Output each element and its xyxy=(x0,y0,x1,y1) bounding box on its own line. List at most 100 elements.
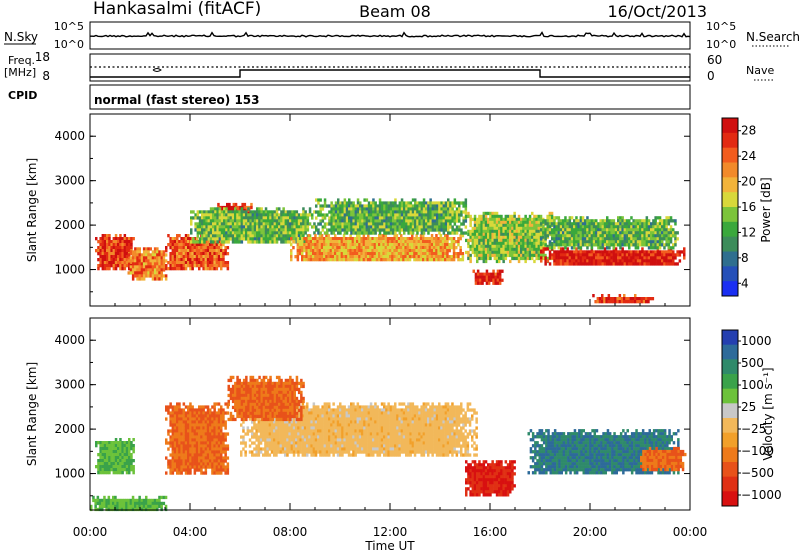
data-cell xyxy=(493,223,497,228)
data-cell xyxy=(187,243,190,247)
data-cell xyxy=(184,240,188,244)
data-cell xyxy=(476,278,480,282)
data-cell xyxy=(592,228,596,232)
data-cell xyxy=(198,249,201,253)
data-cell xyxy=(325,243,328,247)
data-cell xyxy=(407,210,410,214)
data-cell xyxy=(345,258,348,262)
data-cell xyxy=(216,231,219,235)
data-cell xyxy=(409,204,413,208)
data-cell xyxy=(103,249,107,253)
data-cell xyxy=(149,274,152,278)
data-cell xyxy=(489,223,492,228)
data-cell xyxy=(191,252,194,256)
data-cell xyxy=(145,274,148,278)
data-cell xyxy=(458,201,461,205)
data-cell xyxy=(520,247,523,252)
data-cell xyxy=(330,222,333,226)
data-cell xyxy=(678,259,682,263)
data-cell xyxy=(125,261,129,265)
data-cell xyxy=(367,204,371,208)
data-cell xyxy=(526,247,530,252)
data-cell xyxy=(215,402,219,406)
data-cell xyxy=(184,420,188,424)
data-cell xyxy=(189,426,192,430)
data-cell xyxy=(206,450,210,454)
data-cell xyxy=(630,256,633,260)
data-cell xyxy=(249,231,252,235)
data-cell xyxy=(437,240,440,244)
data-cell xyxy=(526,256,530,261)
data-cell xyxy=(595,250,598,254)
data-cell xyxy=(214,219,217,223)
data-cell xyxy=(278,234,281,238)
data-cell xyxy=(559,240,563,244)
data-cell xyxy=(474,275,478,279)
data-cell xyxy=(656,243,660,247)
data-cell xyxy=(455,219,459,223)
data-cell xyxy=(643,259,646,263)
data-cell xyxy=(123,240,127,244)
data-cell xyxy=(402,240,405,244)
data-cell xyxy=(323,237,326,241)
data-cell xyxy=(325,234,328,238)
data-cell xyxy=(372,210,375,214)
data-cell xyxy=(341,201,344,205)
data-cell xyxy=(201,222,204,226)
data-cell xyxy=(634,259,638,263)
data-cell xyxy=(236,222,239,226)
data-cell xyxy=(334,243,337,247)
data-cell xyxy=(149,271,152,275)
data-cell xyxy=(213,426,216,430)
data-cell xyxy=(370,201,373,205)
data-cell xyxy=(173,243,177,247)
data-cell xyxy=(253,216,257,220)
data-cell xyxy=(482,250,486,255)
data-cell xyxy=(663,243,666,247)
data-cell xyxy=(215,423,219,427)
data-cell xyxy=(171,264,175,268)
data-cell xyxy=(387,201,391,205)
data-cell xyxy=(308,210,312,214)
data-cell xyxy=(676,237,679,241)
data-cell xyxy=(193,465,197,469)
data-cell xyxy=(431,210,435,214)
data-cell xyxy=(329,240,333,244)
data-cell xyxy=(389,225,393,229)
data-cell xyxy=(215,441,219,445)
data-cell xyxy=(482,214,486,219)
data-cell xyxy=(370,228,373,232)
data-cell xyxy=(114,471,118,475)
data-cell xyxy=(656,256,660,260)
data-cell xyxy=(665,234,668,238)
data-cell xyxy=(117,465,120,469)
data-cell xyxy=(326,231,329,235)
data-cell xyxy=(428,243,432,247)
data-cell xyxy=(581,222,585,226)
data-cell xyxy=(198,435,201,439)
data-cell xyxy=(247,213,250,217)
data-cell xyxy=(178,426,181,430)
data-cell xyxy=(262,228,266,232)
data-cell xyxy=(169,468,172,472)
data-cell xyxy=(522,223,525,228)
data-cell xyxy=(182,423,186,427)
data-cell xyxy=(630,250,633,254)
data-cell xyxy=(215,252,219,256)
data-cell xyxy=(448,237,451,241)
data-cell xyxy=(559,253,563,257)
data-cell xyxy=(416,228,419,232)
data-cell xyxy=(631,297,635,301)
data-cell xyxy=(405,210,408,214)
data-cell xyxy=(350,225,353,229)
data-cell xyxy=(389,207,393,211)
data-cell xyxy=(203,222,206,226)
data-cell xyxy=(347,252,350,256)
data-cell xyxy=(362,255,366,259)
data-cell xyxy=(127,271,130,275)
data-cell xyxy=(447,225,450,229)
data-cell xyxy=(156,253,159,257)
data-cell xyxy=(204,258,208,262)
data-cell xyxy=(282,234,285,238)
data-cell xyxy=(354,210,358,214)
